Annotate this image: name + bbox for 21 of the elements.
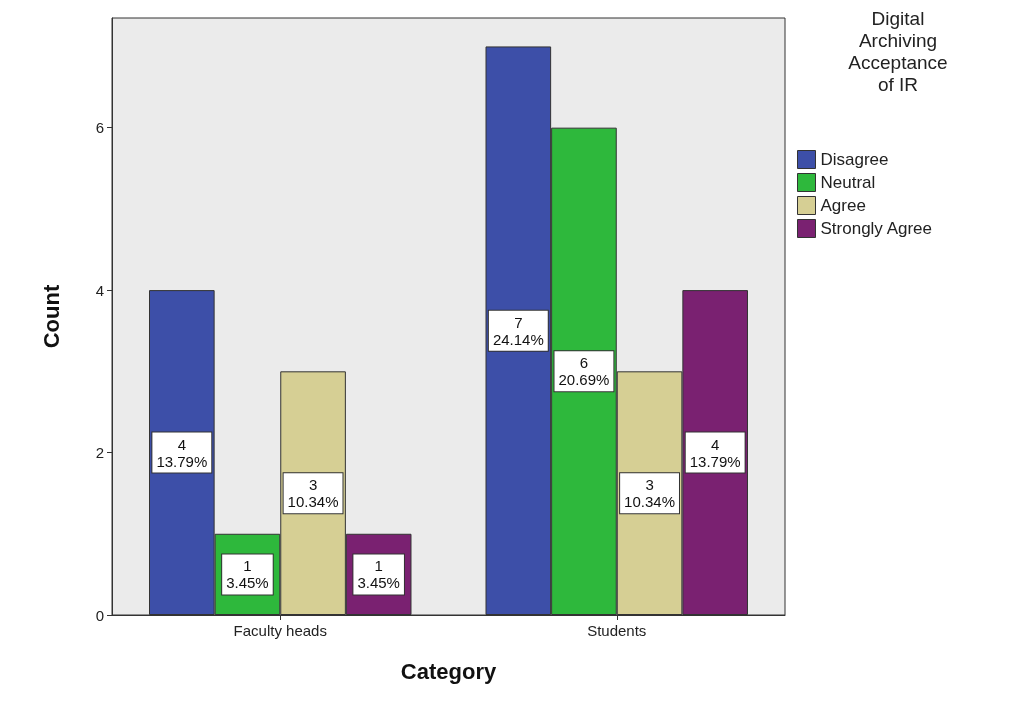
y-tick-label: 4 <box>95 281 104 299</box>
x-tick-label: Faculty heads <box>233 622 327 639</box>
x-axis-title: Category <box>400 658 497 684</box>
data-label: 1 3.45% <box>226 557 269 592</box>
y-tick-label: 2 <box>95 444 104 462</box>
x-tick-label: Students <box>587 622 647 639</box>
data-label: 4 13.79% <box>156 435 208 470</box>
data-label: 3 10.34% <box>624 476 675 511</box>
data-label: 3 10.34% <box>287 476 339 511</box>
legend-label: Disagree <box>820 150 889 169</box>
legend-label: Neutral <box>820 173 876 192</box>
data-label: 4 13.79% <box>689 435 741 470</box>
y-tick-label: 6 <box>95 119 104 137</box>
data-label: 1 3.45% <box>357 557 400 592</box>
legend-label: Agree <box>820 196 866 215</box>
y-tick-label: 0 <box>95 606 104 624</box>
data-label: 6 20.69% <box>558 354 610 389</box>
legend-title: Digital Archiving Acceptance of IR <box>848 7 948 95</box>
y-axis-title: Count <box>38 284 64 349</box>
legend-label: Strongly Agree <box>820 219 933 238</box>
data-label: 7 24.14% <box>492 313 544 348</box>
